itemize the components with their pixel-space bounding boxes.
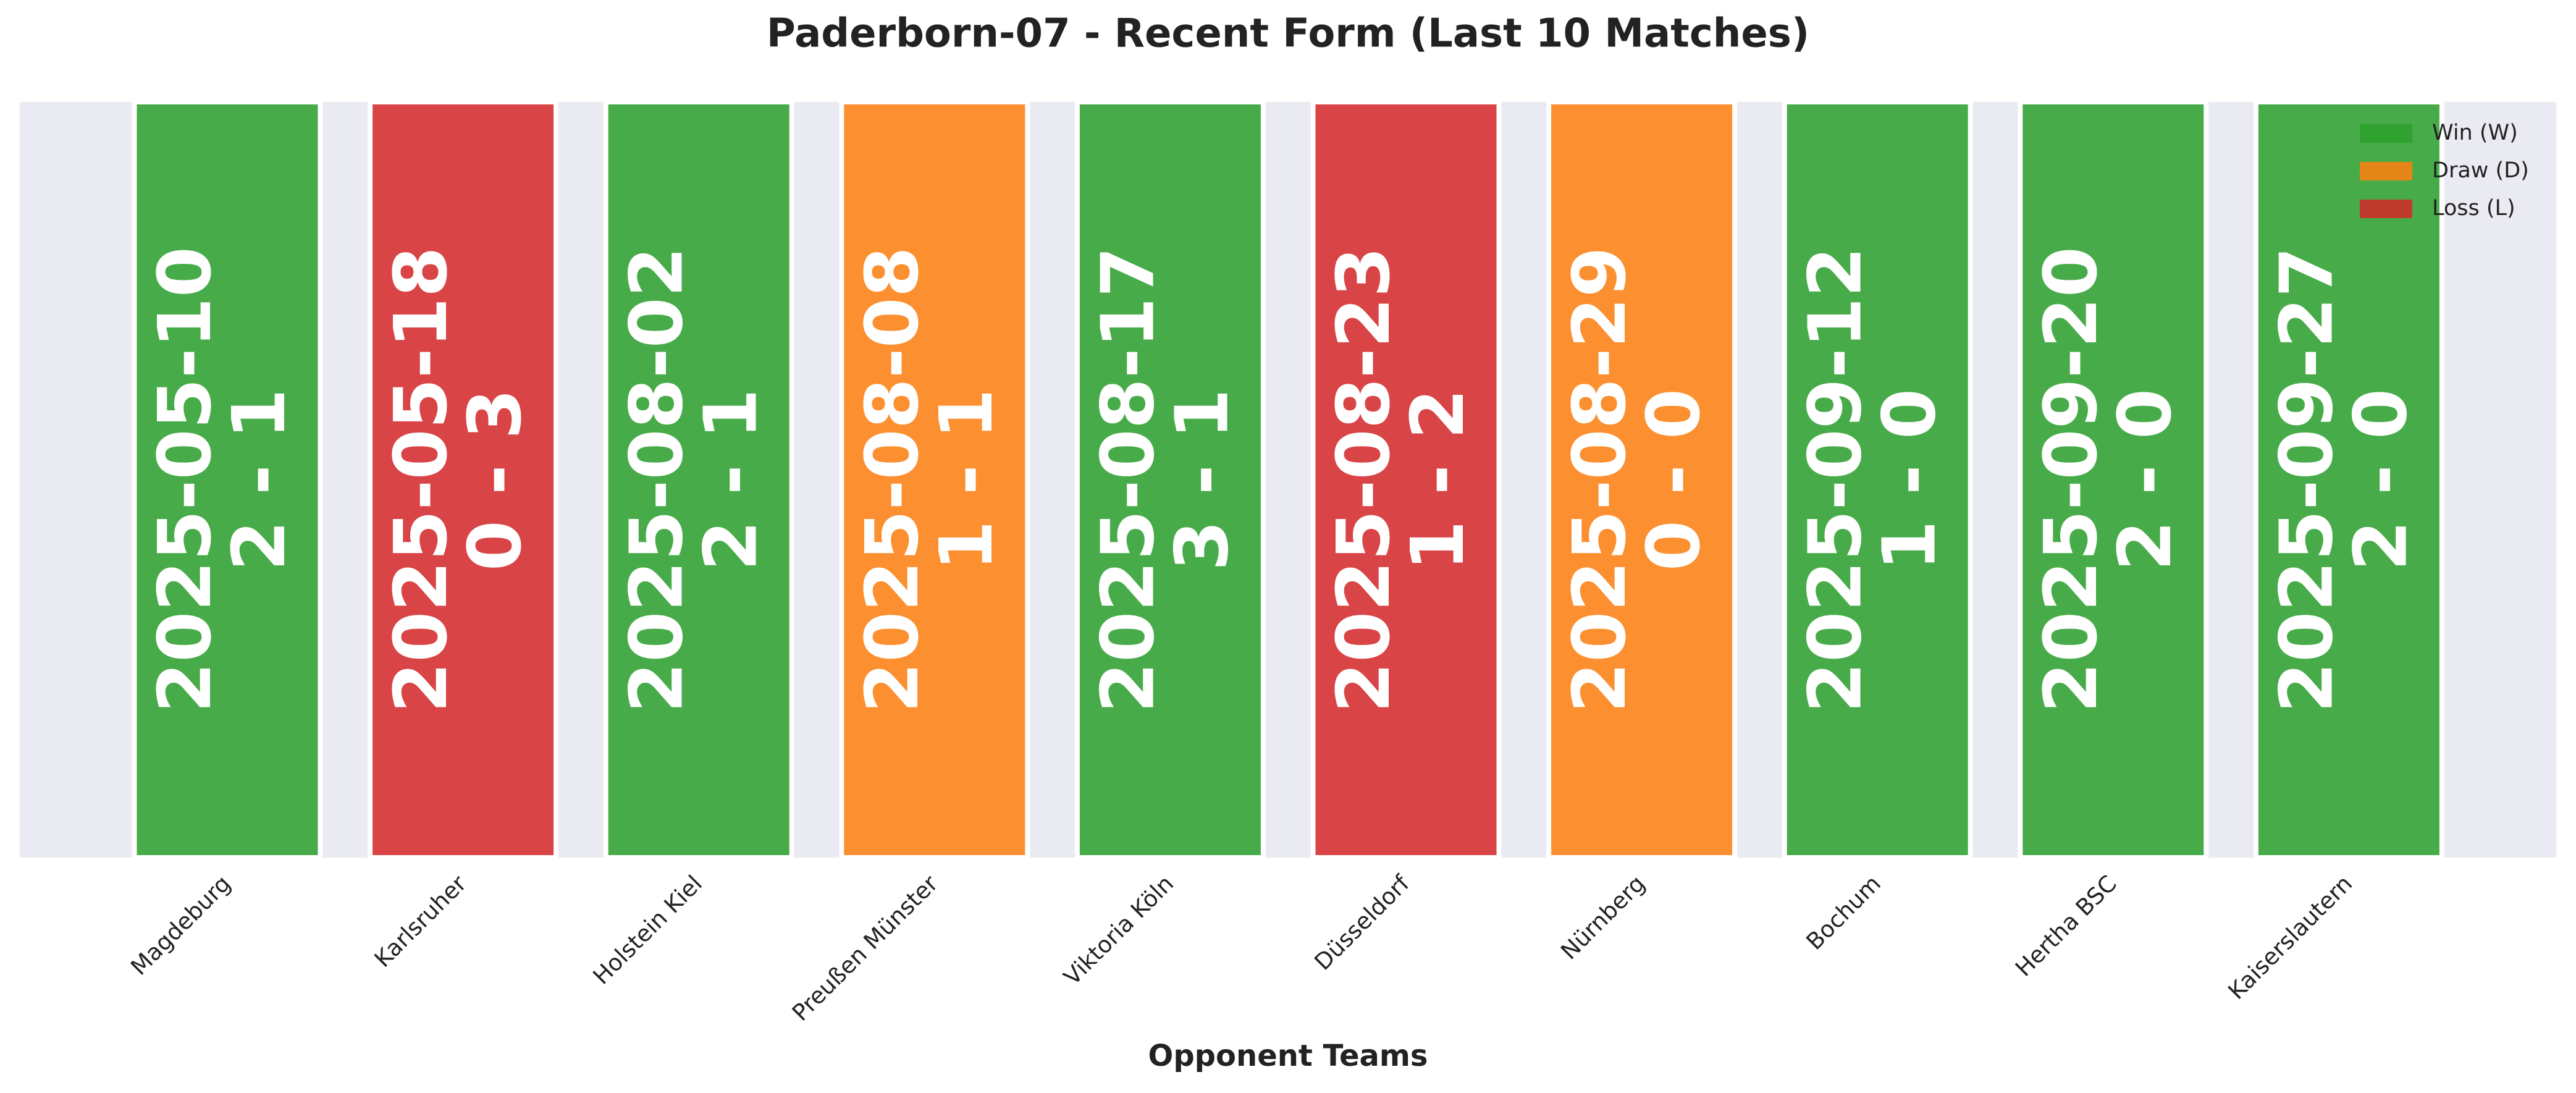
- x-tick-label: Magdeburg: [125, 870, 235, 980]
- bar: [132, 99, 323, 860]
- bar-date: 2025-08-17: [1085, 247, 1171, 713]
- bar: [368, 99, 559, 860]
- legend-label: Win (W): [2432, 120, 2518, 145]
- x-tick-label: Hertha BSC: [2010, 870, 2121, 981]
- x-tick-label: Kaiserslautern: [2223, 870, 2358, 1005]
- bar-score: 1 - 0: [1866, 389, 1951, 571]
- bar-date: 2025-08-02: [613, 247, 699, 713]
- bar: [839, 99, 1030, 860]
- bar-score: 1 - 2: [1395, 389, 1480, 571]
- bar: [1782, 99, 1973, 860]
- bar-score: 1 - 1: [924, 389, 1009, 571]
- bar: [2253, 99, 2444, 860]
- x-tick-label: Viktoria Köln: [1059, 870, 1179, 990]
- bar: [1074, 99, 1266, 860]
- x-axis-label: Opponent Teams: [1148, 1039, 1428, 1073]
- x-tick-label: Nürnberg: [1555, 870, 1650, 964]
- bar-score: 2 - 1: [688, 389, 773, 571]
- x-tick-label: Holstein Kiel: [588, 870, 707, 989]
- bar-score: 3 - 1: [1160, 389, 1245, 571]
- legend-label: Loss (L): [2432, 196, 2515, 221]
- bar-score: 2 - 0: [2338, 389, 2423, 571]
- bar-score: 0 - 3: [452, 389, 537, 571]
- bar-date: 2025-05-18: [378, 247, 463, 713]
- x-tick-label: Düsseldorf: [1309, 870, 1415, 976]
- bar-score: 0 - 0: [1631, 389, 1716, 571]
- x-tick-label: Karlsruher: [369, 870, 472, 973]
- bar: [603, 99, 794, 860]
- bar-score: 2 - 0: [2102, 389, 2187, 571]
- bar: [1546, 99, 1738, 860]
- legend-swatch: [2360, 200, 2412, 218]
- legend-label: Draw (D): [2432, 158, 2529, 183]
- bar-date: 2025-05-10: [142, 247, 227, 713]
- bar-score: 2 - 1: [216, 389, 301, 571]
- bar-date: 2025-09-12: [1792, 247, 1877, 713]
- bar-date: 2025-09-27: [2264, 247, 2349, 713]
- bar-date: 2025-09-20: [2028, 247, 2113, 713]
- legend-swatch: [2360, 124, 2412, 143]
- bar-date: 2025-08-23: [1321, 247, 1406, 713]
- bar: [2018, 99, 2209, 860]
- bar-date: 2025-08-08: [849, 247, 935, 713]
- bar-date: 2025-08-29: [1557, 247, 1642, 713]
- x-tick-label: Preußen Münster: [787, 870, 943, 1026]
- legend-swatch: [2360, 162, 2412, 180]
- chart-title: Paderborn-07 - Recent Form (Last 10 Matc…: [767, 11, 1809, 57]
- bar: [1310, 99, 1502, 860]
- x-tick-label: Bochum: [1801, 870, 1886, 955]
